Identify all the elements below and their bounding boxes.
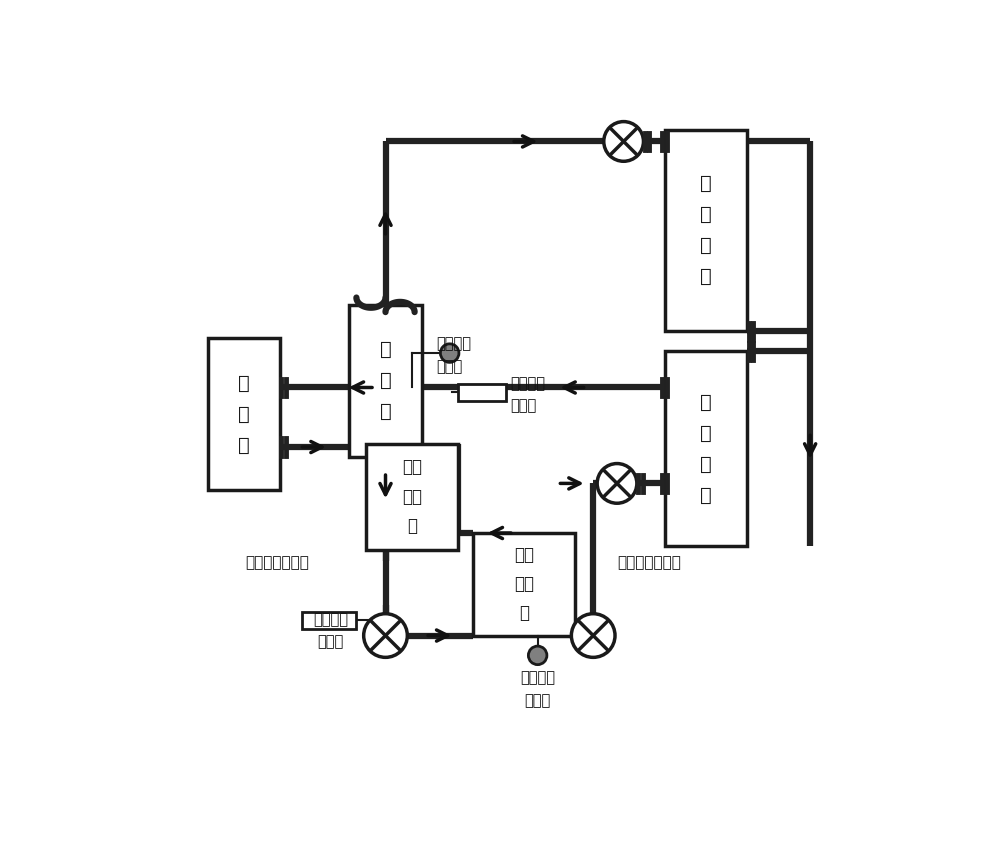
Text: 第二温度
传感器: 第二温度 传感器 bbox=[436, 337, 471, 374]
Bar bbox=[366, 444, 458, 550]
Circle shape bbox=[571, 613, 615, 657]
Text: 第一电子膨胀阀: 第一电子膨胀阀 bbox=[246, 555, 309, 570]
Text: 第二压力
传感器: 第二压力 传感器 bbox=[511, 376, 546, 413]
Bar bbox=[458, 384, 506, 400]
Bar bbox=[473, 533, 575, 636]
Circle shape bbox=[528, 646, 547, 665]
Circle shape bbox=[364, 613, 407, 657]
Text: 室
外
机: 室 外 机 bbox=[238, 374, 250, 454]
Circle shape bbox=[597, 464, 637, 503]
Text: 制
热
内
机: 制 热 内 机 bbox=[700, 174, 712, 286]
Text: 分
流
器: 分 流 器 bbox=[380, 340, 391, 422]
Bar bbox=[665, 351, 747, 546]
Circle shape bbox=[604, 122, 643, 161]
Text: 第二电子膨胀阀: 第二电子膨胀阀 bbox=[617, 555, 681, 570]
Text: 第一
换热
器: 第一 换热 器 bbox=[402, 459, 422, 535]
Bar bbox=[302, 612, 356, 629]
Circle shape bbox=[440, 344, 459, 362]
Text: 第一压力
传感器: 第一压力 传感器 bbox=[313, 612, 348, 649]
Text: 第一温度
传感器: 第一温度 传感器 bbox=[520, 671, 555, 708]
Bar bbox=[349, 305, 422, 457]
Bar bbox=[665, 130, 747, 332]
Text: 第二
换热
器: 第二 换热 器 bbox=[514, 546, 534, 623]
Bar bbox=[208, 338, 280, 490]
Text: 制
冷
内
机: 制 冷 内 机 bbox=[700, 393, 712, 505]
